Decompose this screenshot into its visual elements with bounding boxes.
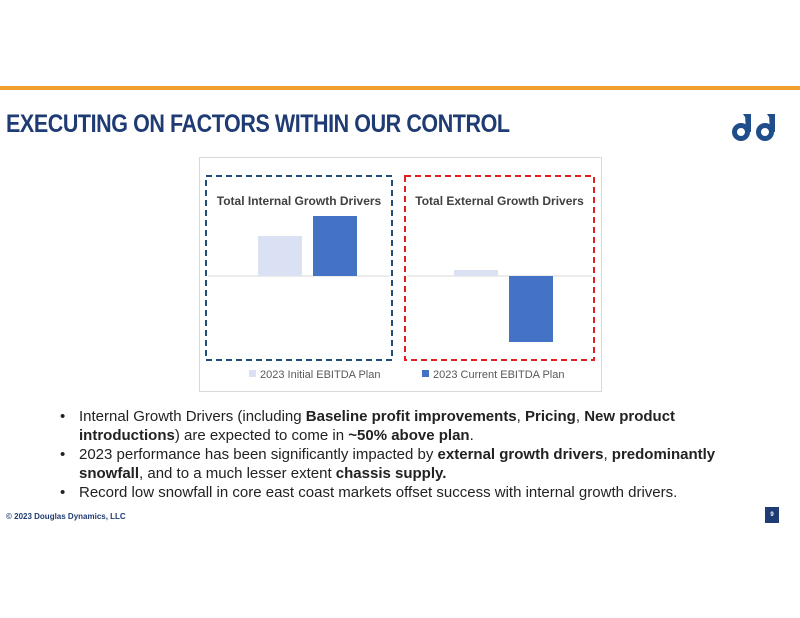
bullet-emphasis: external growth drivers	[437, 446, 604, 463]
header-accent-rule	[0, 86, 800, 90]
bullet-emphasis: predominantly snowfall	[79, 446, 716, 482]
bar-current-internal	[313, 216, 357, 276]
bullet-text: , and to a much lesser extent	[139, 465, 336, 482]
bar-current-external	[509, 276, 553, 342]
panel-border	[404, 175, 595, 361]
bullet-text: Internal Growth Drivers (including	[79, 408, 306, 425]
bullet-text: .	[469, 427, 474, 444]
panel-title: Total External Growth Drivers	[415, 194, 584, 208]
legend-label: 2023 Initial EBITDA Plan	[260, 369, 380, 381]
ebitda-drivers-chart-svg: Total Internal Growth Drivers Total Exter…	[205, 175, 595, 381]
bullet-emphasis: Pricing	[525, 408, 576, 425]
page-number-badge: 9	[765, 507, 779, 523]
bullet-text: ,	[516, 408, 525, 425]
page-title: EXECUTING ON FACTORS WITHIN OUR CONTROL	[6, 110, 510, 138]
bar-initial-external	[454, 270, 498, 276]
bullet-text: Record low snowfall in core east coast m…	[79, 484, 678, 501]
bullet-text: ) are expected to come in	[174, 427, 349, 444]
bullet-text: ,	[603, 446, 612, 463]
panel-border	[205, 175, 393, 361]
bullet-item: Internal Growth Drivers (including Basel…	[60, 407, 750, 445]
bullet-emphasis: New product introductions	[79, 408, 676, 444]
bar-initial-internal	[258, 236, 302, 276]
bullet-emphasis: ~50% above plan	[348, 427, 470, 444]
copyright-notice: © 2023 Douglas Dynamics, LLC	[6, 512, 126, 521]
legend-swatch	[249, 370, 256, 377]
bullet-text: 2023 performance has been significantly …	[79, 446, 438, 463]
douglas-dynamics-logo-icon	[732, 114, 775, 141]
ebitda-drivers-chart: Total Internal Growth Drivers Total Exter…	[199, 157, 602, 392]
panel-title: Total Internal Growth Drivers	[217, 194, 382, 208]
bullet-item: Record low snowfall in core east coast m…	[60, 483, 750, 502]
legend-swatch	[422, 370, 429, 377]
bullet-item: 2023 performance has been significantly …	[60, 445, 750, 483]
bullet-text: ,	[575, 408, 585, 425]
commentary-bullets: Internal Growth Drivers (including Basel…	[60, 407, 750, 502]
legend-label: 2023 Current EBITDA Plan	[433, 369, 564, 381]
bullet-emphasis: chassis supply.	[335, 465, 447, 482]
bullet-emphasis: Baseline profit improvements	[305, 408, 517, 425]
